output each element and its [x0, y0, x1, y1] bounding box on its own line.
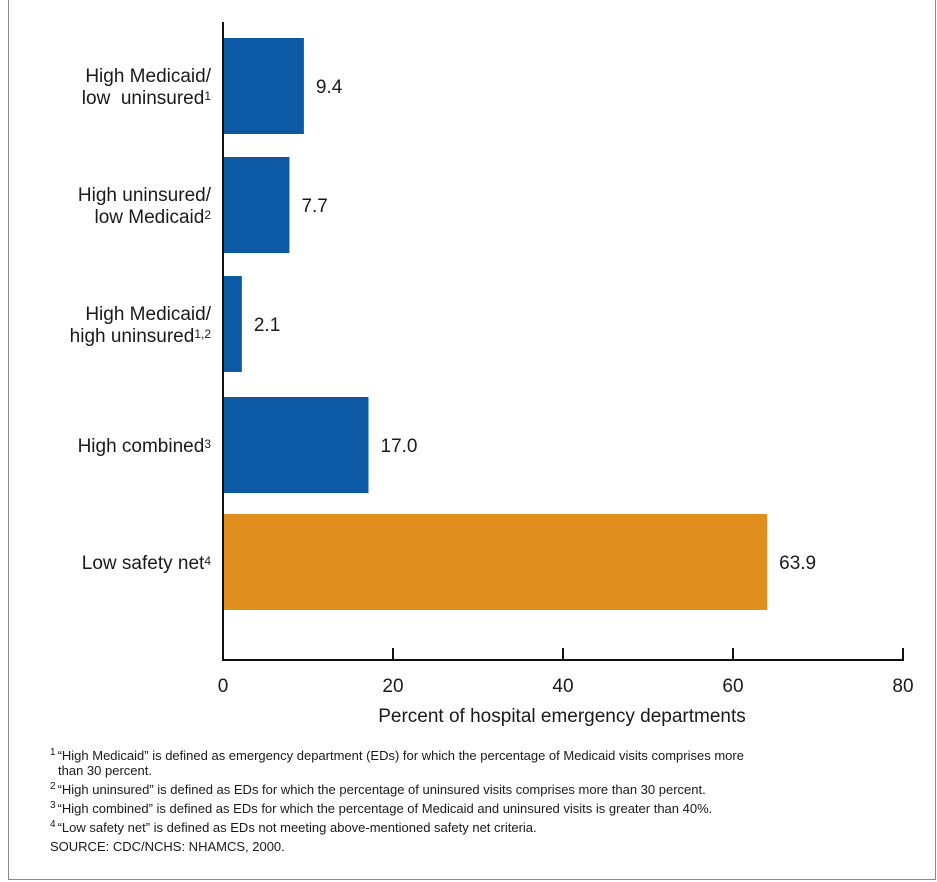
- category-footnote-marker: 2: [204, 208, 211, 222]
- category-label-line: high uninsured1,2: [69, 326, 211, 347]
- bar-chart: 0 20 40 60 80 Percent of hospital emergency d…: [218, 22, 914, 727]
- category-label-line: low uninsured1: [81, 88, 211, 109]
- bar: [224, 276, 242, 372]
- footnote-text: “High combined” is defined as EDs for wh…: [57, 801, 713, 816]
- category-label-line: High uninsured/: [77, 185, 211, 206]
- category-footnote-marker: 1,2: [194, 327, 211, 341]
- footnote-2: 2 “High uninsured” is defined as EDs for …: [50, 781, 920, 797]
- bar: [224, 397, 369, 493]
- bar: [224, 157, 290, 253]
- x-tick-label: 40: [552, 676, 573, 697]
- category-footnote-marker: 1: [204, 89, 211, 103]
- category-label-line: High combined3: [77, 436, 211, 457]
- footnote-text: “High uninsured” is defined as EDs for w…: [57, 782, 706, 797]
- x-axis-title: Percent of hospital emergency department…: [378, 706, 746, 727]
- category-label: High Medicaid/low uninsured1: [0, 66, 211, 110]
- source-note: SOURCE: CDC/NCHS: NHAMCS, 2000.: [50, 839, 285, 854]
- footnote-continuation: than 30 percent.: [58, 763, 152, 778]
- category-label: High Medicaid/high uninsured1,2: [0, 304, 211, 348]
- category-label-line: Low safety net4: [81, 553, 211, 574]
- category-label: High uninsured/low Medicaid2: [0, 185, 211, 229]
- footnote-marker: 2: [50, 781, 56, 792]
- footnotes: 1 “High Medicaid” is defined as emergency…: [50, 747, 920, 858]
- bar-value-label: 63.9: [779, 553, 816, 574]
- bar: [224, 38, 304, 134]
- footnote-4: 4 “Low safety net” is defined as EDs not …: [50, 819, 920, 835]
- category-footnote-marker: 3: [204, 437, 211, 451]
- bar: [224, 514, 768, 610]
- category-label-line: low Medicaid2: [94, 207, 211, 228]
- footnote-marker: 4: [50, 819, 56, 830]
- category-label-line: High Medicaid/: [85, 304, 211, 325]
- x-tick-label: 0: [218, 676, 229, 697]
- bar-value-label: 7.7: [301, 196, 327, 217]
- x-tick-label: 80: [892, 676, 913, 697]
- footnote-marker: 3: [50, 800, 56, 811]
- x-tick-label: 20: [382, 676, 403, 697]
- footnote-marker: 1: [50, 747, 56, 758]
- footnote-3: 3 “High combined” is defined as EDs for w…: [50, 800, 920, 816]
- category-label: Low safety net4: [0, 553, 211, 575]
- category-label-line: High Medicaid/: [85, 66, 211, 87]
- footnote-1: 1 “High Medicaid” is defined as emergency…: [50, 747, 920, 778]
- x-tick-label: 60: [722, 676, 743, 697]
- bar-value-label: 9.4: [316, 77, 343, 98]
- bar-value-label: 2.1: [254, 315, 280, 336]
- footnote-text: “Low safety net” is defined as EDs not m…: [57, 820, 537, 835]
- footnote-text: “High Medicaid” is defined as emergency …: [57, 748, 744, 763]
- category-label: High combined3: [0, 436, 211, 458]
- bar-value-label: 17.0: [381, 436, 418, 457]
- category-footnote-marker: 4: [204, 554, 211, 568]
- figure-frame: [8, 0, 936, 880]
